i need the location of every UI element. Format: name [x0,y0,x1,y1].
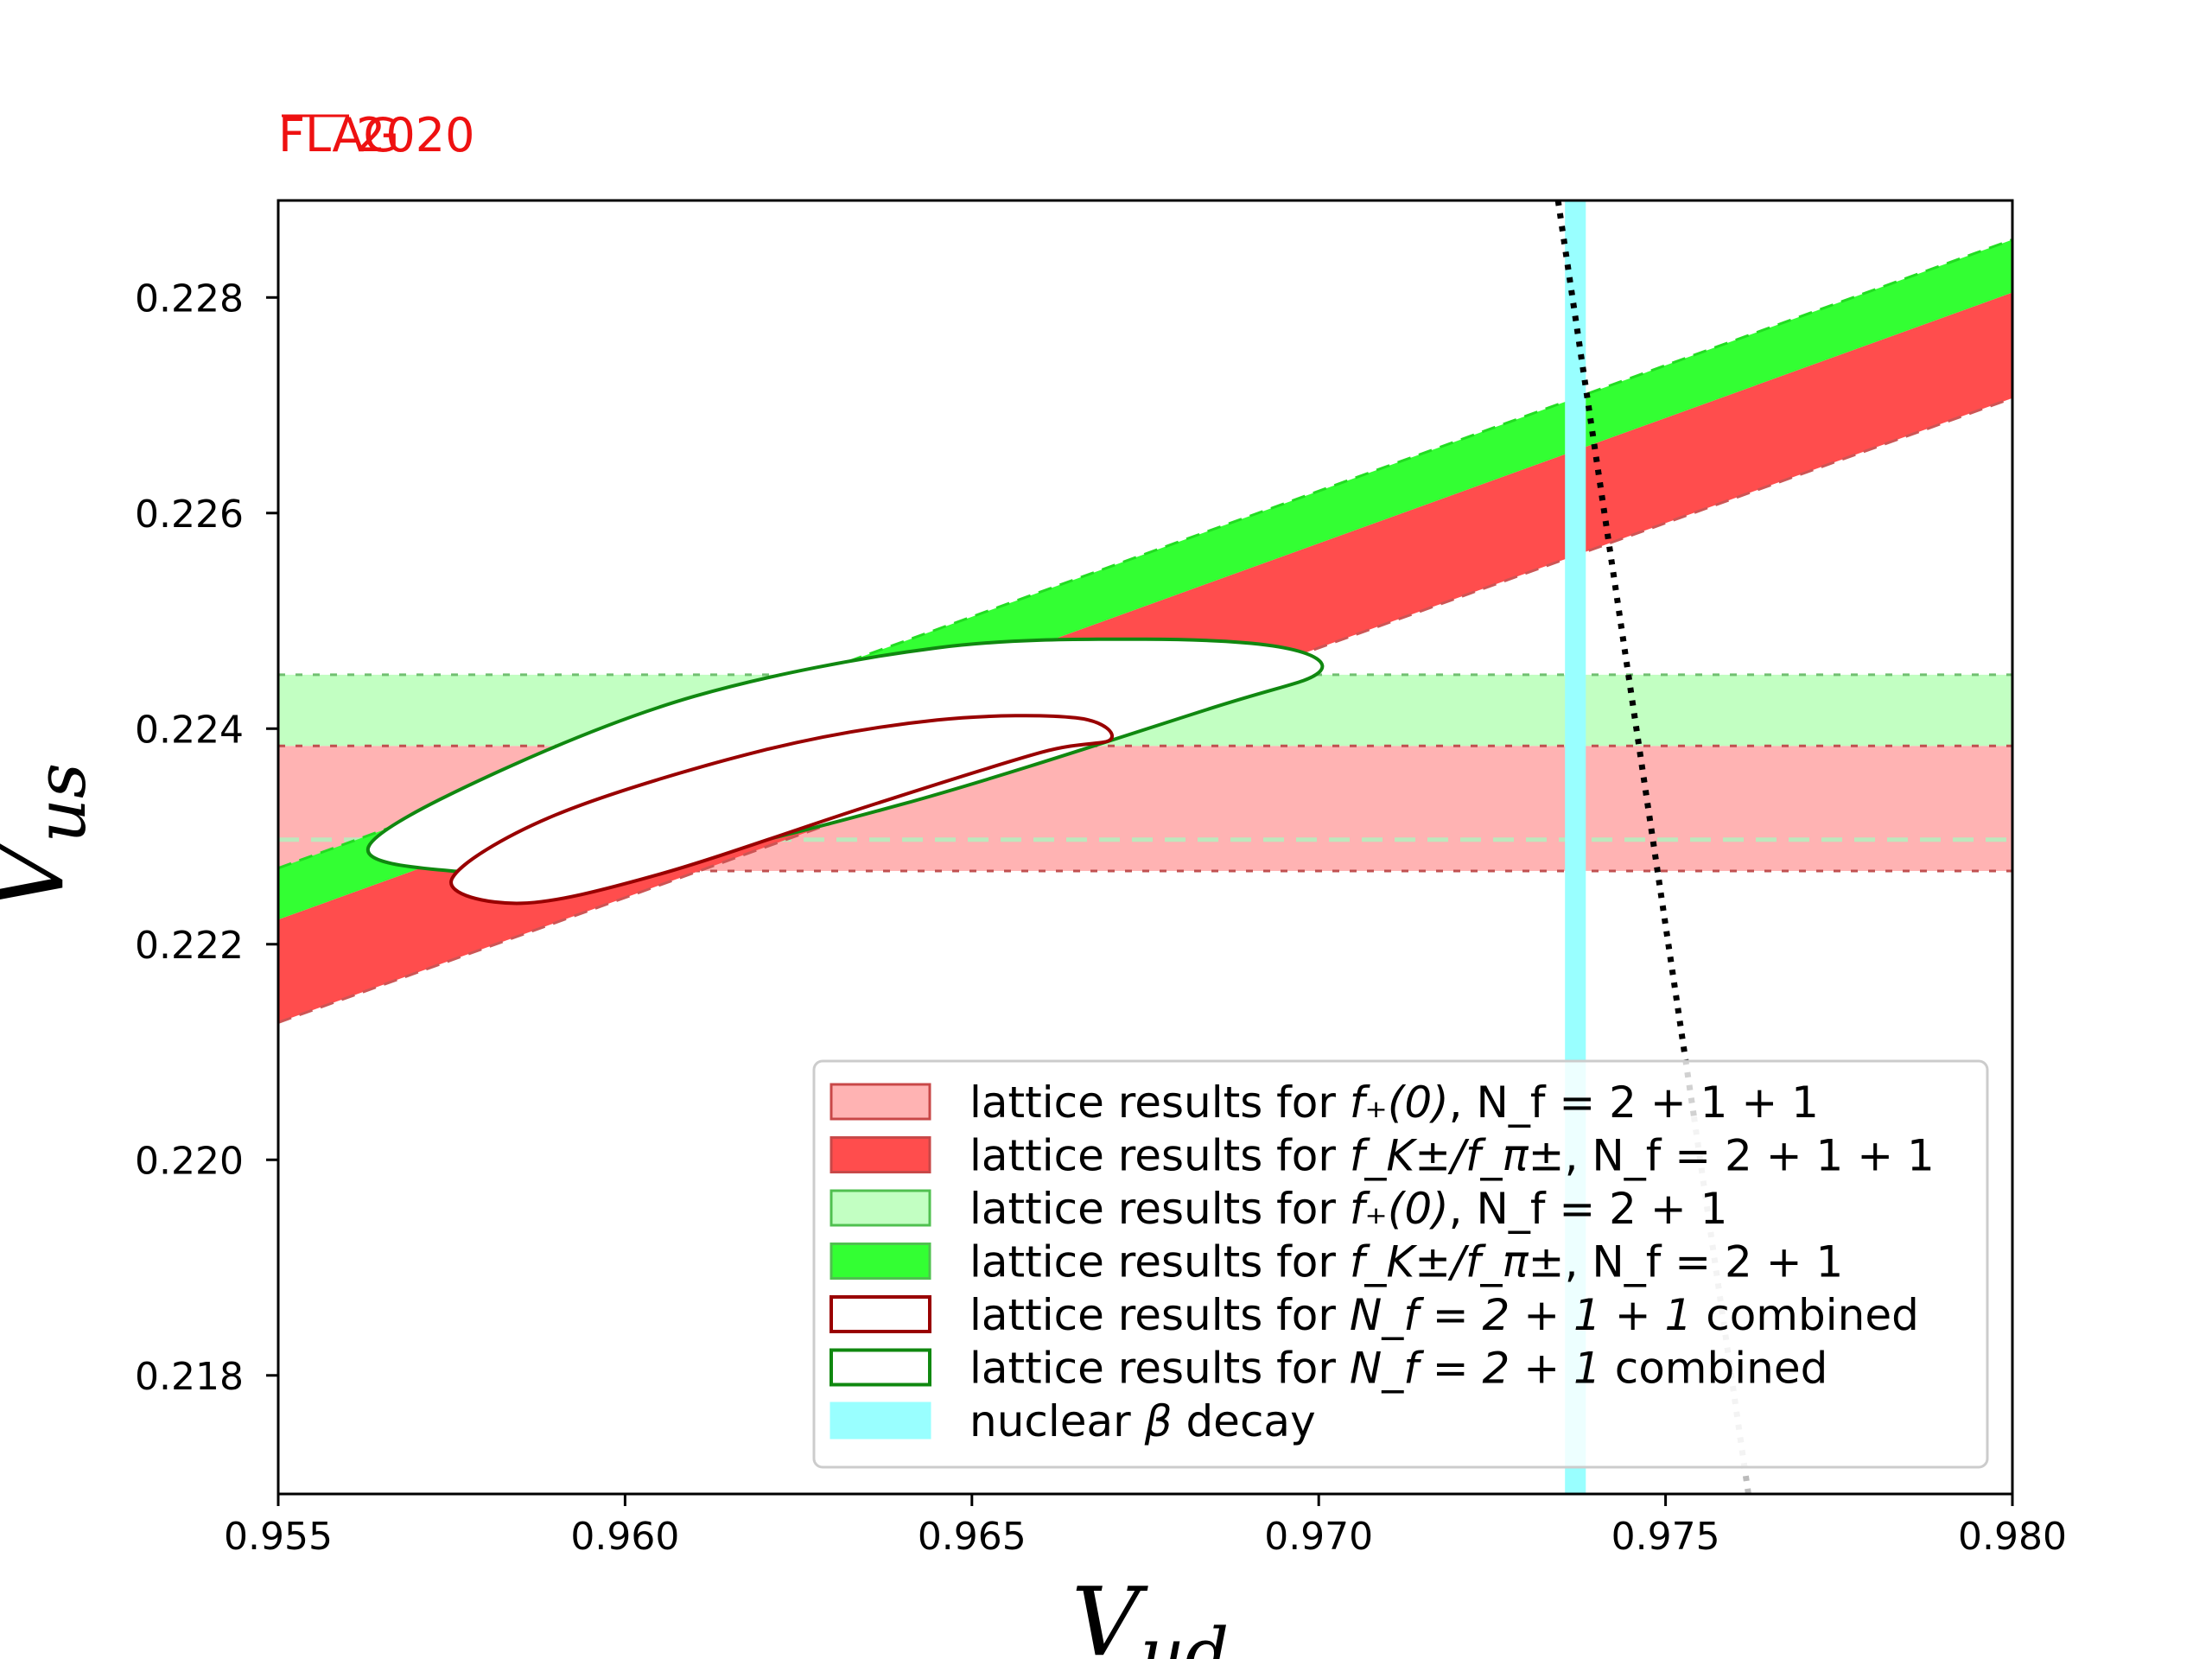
legend-label-fk_21: lattice results for f_K±/f_π±, N_f = 2 +… [969,1237,1843,1287]
legend-label-fk_211: lattice results for f_K±/f_π±, N_f = 2 +… [969,1131,1935,1181]
x-tick-label-2: 0.965 [918,1515,1027,1559]
legend-swatch-fk_21 [830,1243,931,1280]
legend-label-suffix: , N_f = 2 + 1 [1449,1184,1728,1234]
legend: lattice results for f₊(0), N_f = 2 + 1 +… [812,1059,1989,1469]
legend-label-f0_211: lattice results for f₊(0), N_f = 2 + 1 +… [969,1077,1819,1128]
legend-swatch-comb_21 [830,1348,931,1387]
legend-label-math: N_f = 2 + 1 [1350,1344,1601,1394]
legend-swatch-f0_21 [830,1189,931,1227]
y-axis-title: Vus [0,763,101,912]
y-axis-title-base: V [0,835,85,912]
x-axis: 0.955 0.960 0.965 0.970 0.975 0.980 [224,1494,2067,1559]
ellipse-comb_211 [449,714,1114,906]
legend-label-comb_211: lattice results for N_f = 2 + 1 + 1 comb… [969,1290,1919,1340]
x-tick-label-5: 0.980 [1958,1515,2067,1559]
legend-label-suffix: , N_f = 2 + 1 [1565,1237,1844,1287]
legend-frame [812,1059,1989,1469]
legend-label-prefix: lattice results for [969,1237,1350,1287]
x-axis-title-sub: ud [1140,1613,1229,1659]
x-axis-title-base: V [1071,1567,1148,1659]
legend-label-f0_21: lattice results for f₊(0), N_f = 2 + 1 [969,1184,1727,1234]
y-tick-label-0: 0.218 [135,1355,244,1399]
legend-label-beta: nuclear β decay [969,1396,1316,1446]
x-tick-label-1: 0.960 [570,1515,679,1559]
brand-year: 2020 [356,108,474,162]
y-axis: 0.218 0.220 0.222 0.224 0.226 0.228 [135,276,278,1399]
legend-label-prefix: nuclear [969,1396,1145,1446]
y-tick-label-4: 0.226 [135,493,244,537]
legend-label-math: f₊(0) [1350,1077,1449,1128]
legend-swatch-f0_211 [830,1083,931,1121]
legend-label-prefix: lattice results for [969,1344,1350,1394]
legend-label-suffix: combined [1601,1344,1828,1394]
legend-label-comb_21: lattice results for N_f = 2 + 1 combined [969,1344,1827,1394]
legend-label-prefix: lattice results for [969,1131,1350,1181]
legend-label-prefix: lattice results for [969,1290,1350,1340]
legend-swatch-beta [830,1402,931,1440]
legend-label-prefix: lattice results for [969,1077,1350,1128]
y-tick-label-5: 0.228 [135,276,244,321]
plot-area [278,200,2012,1494]
legend-label-math: f₊(0) [1350,1184,1449,1234]
x-tick-label-4: 0.975 [1611,1515,1720,1559]
x-tick-label-3: 0.970 [1264,1515,1373,1559]
ratio-edge-1 [278,238,2012,870]
x-axis-title: Vud [1071,1567,1229,1659]
legend-label-suffix: , N_f = 2 + 1 + 1 [1565,1131,1935,1181]
plot-frame [276,199,2014,1496]
legend-label-suffix: decay [1173,1396,1316,1446]
legend-label-suffix: , N_f = 2 + 1 + 1 [1449,1077,1819,1128]
legend-swatch-comb_211 [830,1295,931,1333]
y-axis-title-sub: us [21,763,101,843]
legend-label-suffix: combined [1692,1290,1919,1340]
legend-label-math: f_K±/f_π± [1350,1131,1565,1181]
legend-label-math: f_K±/f_π± [1350,1237,1565,1287]
legend-label-math: β [1144,1396,1173,1446]
legend-swatch-fk_211 [830,1136,931,1173]
y-tick-label-2: 0.222 [135,924,244,968]
y-tick-label-3: 0.224 [135,708,244,752]
brand-logo: FLAG 2020 [278,108,474,162]
x-tick-label-0: 0.955 [224,1515,333,1559]
legend-label-math: N_f = 2 + 1 + 1 [1350,1290,1692,1340]
legend-label-prefix: lattice results for [969,1184,1350,1234]
y-tick-label-1: 0.220 [135,1139,244,1183]
